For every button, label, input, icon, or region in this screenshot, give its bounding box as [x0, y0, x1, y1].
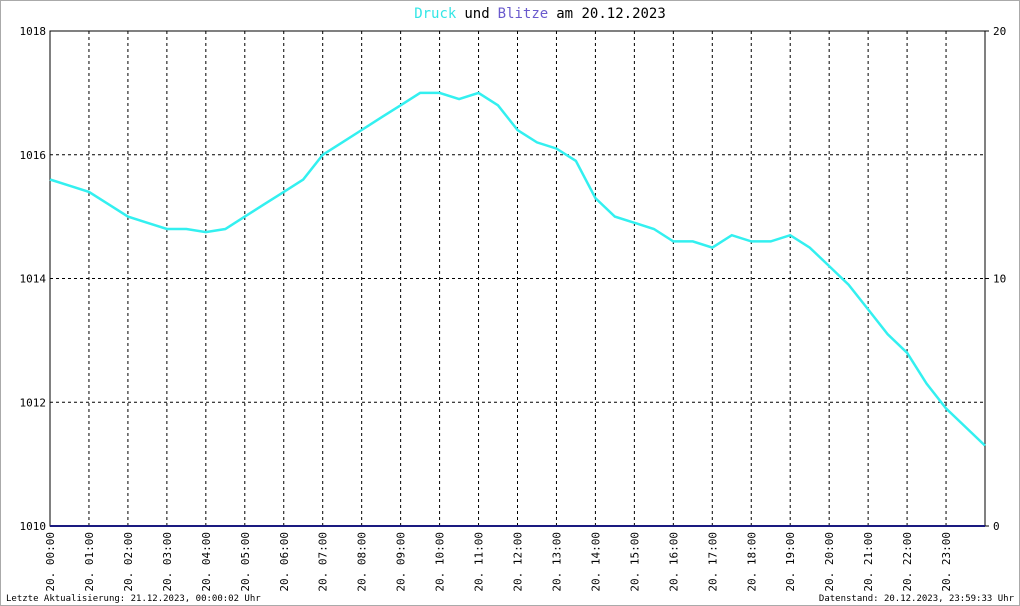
x-tick-label: 20. 01:00 — [83, 532, 96, 592]
x-tick-label: 20. 12:00 — [512, 532, 525, 592]
y-tick-label: 1016 — [20, 149, 47, 162]
x-tick-label: 20. 15:00 — [628, 532, 641, 592]
x-tick-label: 20. 06:00 — [278, 532, 291, 592]
footer-left: Letzte Aktualisierung: 21.12.2023, 00:00… — [6, 594, 261, 604]
y-tick-label: 1014 — [20, 273, 47, 286]
x-tick-label: 20. 09:00 — [395, 532, 408, 592]
chart-title: Druck und Blitze am 20.12.2023 — [414, 6, 666, 22]
x-tick-label: 20. 05:00 — [239, 532, 252, 592]
x-tick-label: 20. 02:00 — [122, 532, 135, 592]
x-tick-label: 20. 23:00 — [940, 532, 953, 592]
title-part: und — [464, 6, 489, 22]
x-tick-label: 20. 03:00 — [161, 532, 174, 592]
x-tick-label: 20. 08:00 — [356, 532, 369, 592]
x-tick-label: 20. 21:00 — [862, 532, 875, 592]
x-tick-label: 20. 18:00 — [745, 532, 758, 592]
footer-right: Datenstand: 20.12.2023, 23:59:33 Uhr — [819, 594, 1015, 604]
x-tick-label: 20. 11:00 — [473, 532, 486, 592]
x-tick-label: 20. 17:00 — [706, 532, 719, 592]
title-part: Blitze — [498, 6, 549, 22]
x-tick-label: 20. 16:00 — [667, 532, 680, 592]
y-tick-label: 1018 — [20, 25, 47, 38]
x-tick-label: 20. 22:00 — [901, 532, 914, 592]
title-part: am 20.12.2023 — [556, 6, 666, 22]
x-tick-label: 20. 00:00 — [44, 532, 57, 592]
x-tick-label: 20. 07:00 — [317, 532, 330, 592]
y2-tick-label: 0 — [993, 520, 1000, 533]
x-tick-label: 20. 10:00 — [434, 532, 447, 592]
y2-tick-label: 10 — [993, 273, 1006, 286]
y2-tick-label: 20 — [993, 25, 1006, 38]
x-tick-label: 20. 04:00 — [200, 532, 213, 592]
y-tick-label: 1012 — [20, 396, 47, 409]
x-tick-label: 20. 19:00 — [784, 532, 797, 592]
x-tick-label: 20. 14:00 — [589, 532, 602, 592]
y-tick-label: 1010 — [20, 520, 47, 533]
x-tick-label: 20. 20:00 — [823, 532, 836, 592]
x-tick-label: 20. 13:00 — [550, 532, 563, 592]
series-line — [49, 91, 986, 447]
title-part: Druck — [414, 6, 457, 22]
